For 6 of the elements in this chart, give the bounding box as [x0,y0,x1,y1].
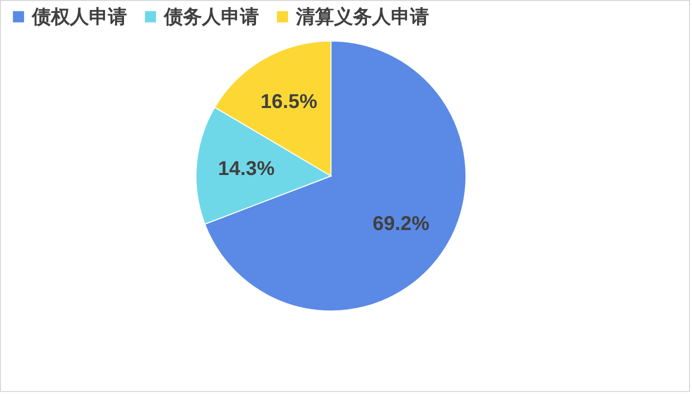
data-label: 14.3% [218,158,275,180]
legend-label: 债务人申请 [163,6,259,28]
data-label: 16.5% [260,91,318,114]
data-label: 69.2% [372,213,430,236]
legend-label: 清算义务人申请 [295,6,429,28]
legend-label: 债权人申请 [31,6,127,28]
